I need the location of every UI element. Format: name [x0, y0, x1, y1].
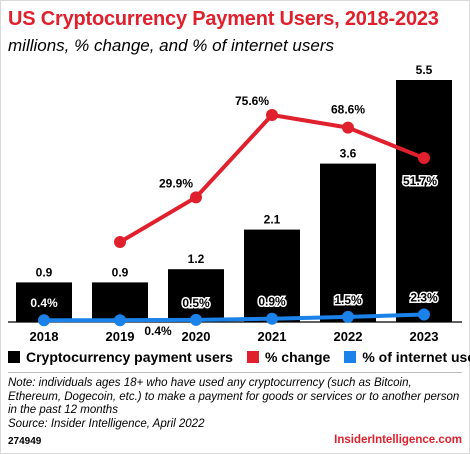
pct-internet-point-2021: [266, 312, 278, 325]
bar-2023: [396, 80, 452, 322]
x-tick-2023: 2023: [410, 329, 439, 344]
legend-item-users: Cryptocurrency payment users: [8, 349, 233, 365]
x-tick-2020: 2020: [182, 329, 211, 344]
pct-internet-label-2021: 0.9%: [258, 295, 286, 309]
chart-id: 274949: [8, 436, 42, 447]
chart-title: US Cryptocurrency Payment Users, 2018-20…: [8, 8, 439, 30]
bar-label-2019: 0.9: [112, 265, 129, 279]
pct-internet-point-2023: [418, 308, 430, 321]
pct-internet-label-2019: 0.4%: [144, 324, 172, 338]
footnote: Note: individuals ages 18+ who have used…: [8, 377, 460, 431]
pct-change-point-2019: [114, 236, 126, 248]
bar-label-2020: 1.2: [188, 252, 205, 266]
pct-internet-label-2018: 0.4%: [30, 296, 58, 310]
footer-divider: [8, 372, 462, 373]
bar-label-2021: 2.1: [264, 213, 281, 227]
pct-internet-label-2022: 1.5%: [334, 293, 362, 307]
data-labels: 0.9 0.9 1.2 2.1 3.6 5.5 5.1% 29.9% 75.6% 68.6% 51.…: [30, 63, 439, 340]
pct-internet-series: [38, 308, 430, 327]
legend-swatch-users: [8, 351, 20, 363]
x-tick-labels: 2018 2019 2020 2021 2022 2023: [30, 329, 439, 344]
pct-internet-point-2019: [114, 314, 126, 327]
chart-subtitle: millions, % change, and % of internet us…: [8, 36, 335, 55]
pct-change-label-2019: 5.1%: [106, 219, 134, 233]
legend-item-internet: % of internet users: [344, 349, 470, 365]
legend: Cryptocurrency payment users % change % …: [8, 349, 470, 365]
bar-2021: [244, 229, 300, 322]
bar-2020: [168, 269, 224, 322]
bar-label-2022: 3.6: [340, 147, 357, 161]
x-tick-2022: 2022: [334, 329, 363, 344]
brand-link[interactable]: InsiderIntelligence.com: [334, 434, 462, 446]
bar-label-2018: 0.9: [36, 265, 53, 279]
pct-internet-point-2020: [190, 313, 202, 326]
pct-change-label-2022: 68.6%: [331, 103, 365, 117]
pct-change-series: [114, 109, 430, 248]
source-text: Source: Insider Intelligence, April 2022: [8, 417, 205, 430]
pct-internet-label-2023: 2.3%: [410, 291, 438, 305]
pct-internet-label-2020: 0.5%: [182, 296, 210, 310]
legend-label-internet: % of internet users: [362, 349, 470, 365]
legend-swatch-change: [246, 351, 259, 363]
chart-plot: 2018 2019 2020 2021 2022 2023 0.9 0.9 1.2 2.1 3.6…: [8, 63, 462, 344]
bar-label-2023: 5.5: [416, 63, 433, 77]
x-tick-2019: 2019: [106, 329, 135, 344]
pct-internet-point-2022: [342, 310, 354, 323]
x-tick-2018: 2018: [30, 329, 59, 344]
pct-change-point-2023: [418, 152, 430, 165]
legend-label-change: % change: [264, 349, 331, 365]
pct-change-point-2020: [190, 191, 202, 204]
pct-change-label-2021: 75.6%: [235, 94, 269, 108]
legend-item-change: % change: [246, 349, 331, 365]
pct-change-point-2022: [342, 121, 354, 134]
pct-change-label-2020: 29.9%: [159, 176, 193, 190]
note-text: Note: individuals ages 18+ who have used…: [8, 377, 460, 416]
pct-change-point-2021: [266, 109, 278, 121]
pct-change-label-2023: 51.7%: [403, 174, 437, 188]
legend-swatch-internet: [344, 351, 357, 363]
legend-label-users: Cryptocurrency payment users: [26, 349, 233, 365]
bar-2022: [320, 163, 376, 322]
x-tick-2021: 2021: [258, 329, 287, 344]
pct-internet-point-2018: [38, 314, 50, 327]
bars-layer: [16, 80, 452, 322]
pct-internet-line: [44, 312, 425, 323]
